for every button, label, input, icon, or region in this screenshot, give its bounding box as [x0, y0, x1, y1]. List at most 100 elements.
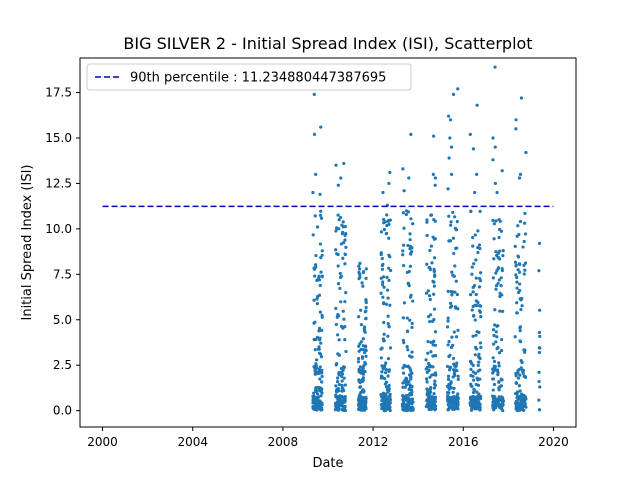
- scatter-point: [447, 340, 451, 344]
- scatter-point: [387, 278, 391, 282]
- scatter-point: [336, 183, 340, 187]
- scatter-point: [494, 219, 498, 223]
- scatter-point: [451, 92, 456, 96]
- scatter-point: [523, 232, 528, 236]
- scatter-point: [407, 269, 411, 274]
- scatter-point: [402, 263, 406, 268]
- scatter-point: [336, 264, 340, 268]
- scatter-point: [491, 276, 495, 280]
- scatter-point: [433, 354, 437, 358]
- scatter-point: [474, 258, 478, 262]
- scatter-point: [433, 343, 437, 347]
- scatter-point: [432, 405, 437, 409]
- scatter-point: [364, 309, 368, 313]
- scatter-point: [471, 147, 476, 151]
- scatter-point: [497, 364, 501, 368]
- scatter-point: [320, 387, 324, 391]
- scatter-point: [515, 234, 519, 238]
- scatter-point: [516, 376, 521, 380]
- scatter-point: [334, 384, 338, 388]
- scatter-point: [520, 304, 524, 308]
- scatter-point: [312, 132, 317, 136]
- scatter-point: [496, 373, 500, 377]
- scatter-point: [340, 374, 344, 379]
- scatter-point: [428, 294, 432, 298]
- scatter-point: [340, 383, 344, 388]
- scatter-point: [361, 337, 365, 341]
- scatter-point: [380, 346, 384, 350]
- scatter-point: [387, 253, 391, 257]
- scatter-point: [475, 406, 479, 410]
- scatter-point: [382, 401, 386, 406]
- scatter-point: [472, 284, 477, 288]
- scatter-point: [388, 346, 393, 350]
- scatter-point: [405, 345, 409, 349]
- scatter-point: [319, 394, 323, 398]
- scatter-point: [514, 407, 519, 411]
- scatter-point: [317, 351, 322, 355]
- scatter-point: [450, 270, 454, 274]
- scatter-point: [454, 279, 458, 283]
- scatter-point: [454, 406, 458, 410]
- scatter-point: [495, 335, 499, 339]
- scatter-point: [408, 244, 413, 248]
- scatter-point: [357, 344, 361, 348]
- scatter-point: [336, 282, 341, 286]
- legend-label: 90th percentile : 11.234880447387695: [130, 71, 386, 86]
- scatter-point: [517, 262, 522, 266]
- scatter-point: [476, 229, 480, 233]
- scatter-point: [336, 314, 341, 318]
- scatter-point: [334, 229, 338, 233]
- scatter-point: [496, 266, 501, 270]
- scatter-point: [500, 268, 505, 273]
- scatter-point: [499, 395, 503, 399]
- scatter-point: [407, 176, 411, 180]
- scatter-point: [427, 407, 431, 411]
- scatter-point: [493, 323, 497, 327]
- scatter-point: [497, 361, 501, 365]
- scatter-point: [493, 181, 497, 186]
- scatter-point: [449, 345, 454, 349]
- scatter-point: [335, 387, 339, 391]
- scatter-point: [343, 338, 347, 342]
- scatter-point: [518, 325, 522, 329]
- scatter-point: [381, 391, 386, 395]
- scatter-point: [537, 269, 541, 273]
- scatter-point: [491, 158, 495, 162]
- scatter-point: [448, 353, 452, 357]
- scatter-point: [408, 401, 413, 405]
- scatter-point: [475, 103, 479, 107]
- scatter-point: [477, 309, 482, 313]
- scatter-point: [524, 150, 528, 155]
- scatter-point: [388, 405, 392, 409]
- scatter-point: [382, 332, 386, 336]
- scatter-point: [518, 288, 522, 293]
- scatter-point: [382, 320, 386, 325]
- scatter-point: [426, 289, 430, 293]
- scatter-point: [477, 352, 481, 356]
- x-tick-label: 2020: [538, 435, 569, 449]
- scatter-point: [342, 376, 346, 380]
- scatter-point: [497, 399, 501, 403]
- scatter-point: [381, 280, 385, 284]
- scatter-point: [519, 307, 523, 312]
- scatter-point: [319, 355, 324, 359]
- scatter-point: [405, 393, 409, 398]
- scatter-point: [451, 402, 456, 406]
- scatter-point: [410, 321, 414, 326]
- scatter-point: [424, 404, 428, 409]
- scatter-point: [404, 209, 409, 213]
- scatter-point: [386, 314, 390, 318]
- scatter-point: [454, 335, 459, 339]
- scatter-point: [474, 401, 478, 405]
- scatter-point: [471, 374, 475, 378]
- scatter-point: [338, 271, 342, 276]
- scatter-point: [499, 284, 503, 288]
- scatter-point: [494, 398, 498, 402]
- scatter-point: [501, 309, 505, 313]
- scatter-point: [364, 300, 368, 305]
- scatter-point: [446, 397, 450, 401]
- scatter-point: [432, 317, 436, 322]
- scatter-point: [315, 398, 320, 402]
- scatter-point: [445, 364, 450, 369]
